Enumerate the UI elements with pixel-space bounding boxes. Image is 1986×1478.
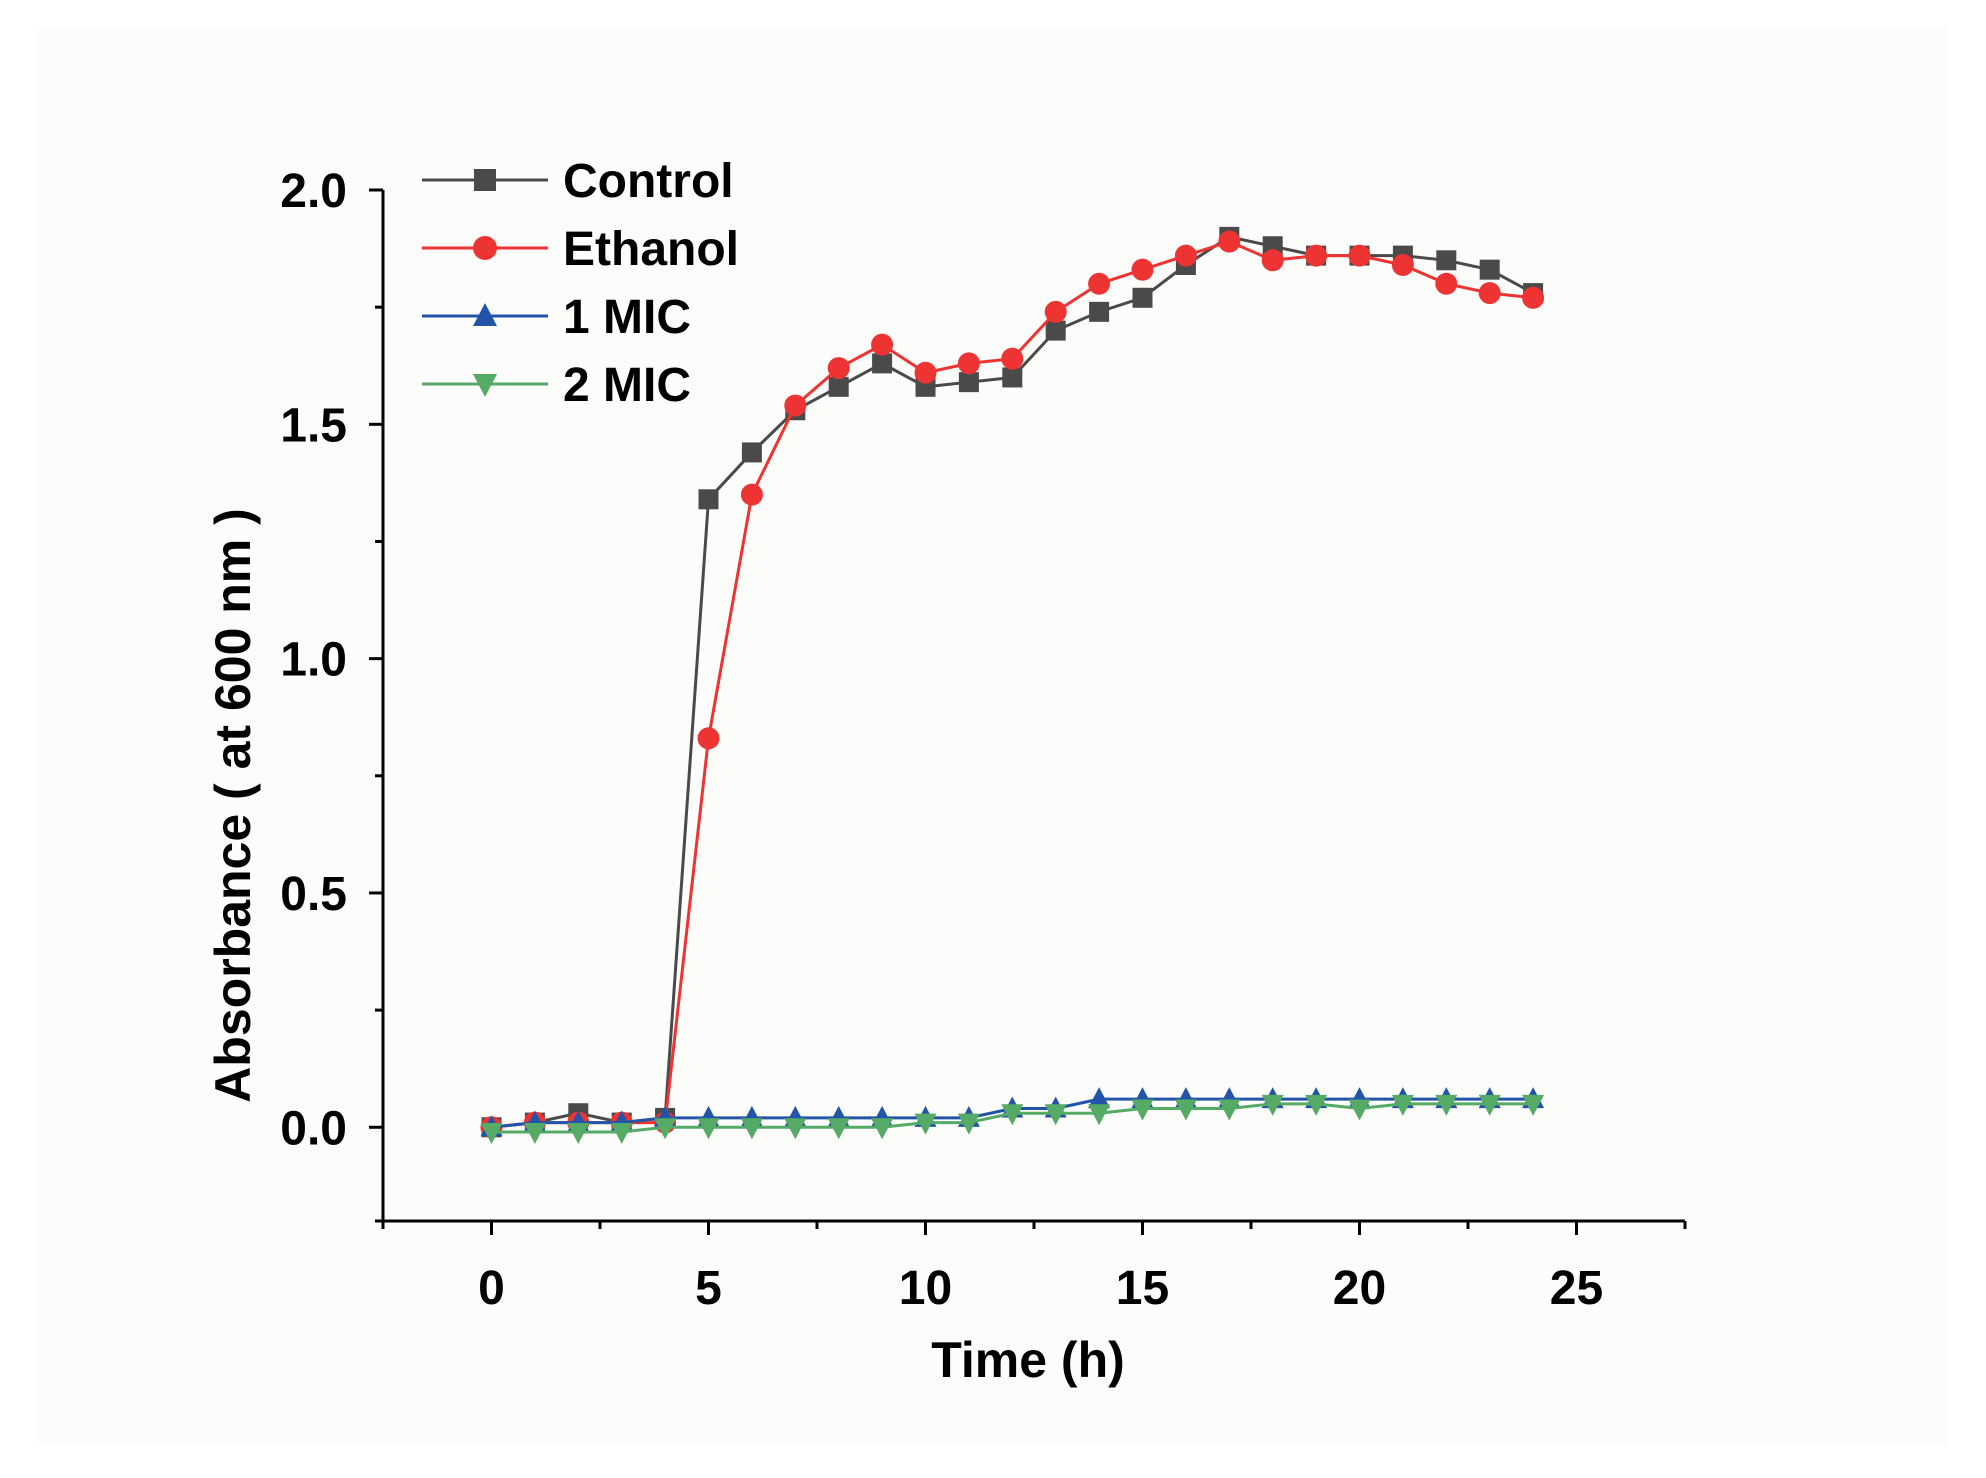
y-tick-label: 0.5	[280, 868, 347, 921]
series-layer	[480, 226, 1545, 1144]
legend-label: 1 MIC	[563, 291, 691, 344]
data-point	[473, 303, 497, 326]
data-point	[958, 372, 979, 393]
x-tick-label: 10	[899, 1262, 952, 1315]
data-point	[697, 727, 720, 750]
x-tick-label: 20	[1333, 1262, 1386, 1315]
legend-item: Control	[422, 155, 734, 208]
data-point	[654, 1118, 677, 1140]
data-point	[567, 1122, 590, 1144]
data-point	[1391, 253, 1414, 276]
data-point	[871, 1118, 894, 1140]
x-axis-label: Time (h)	[931, 1332, 1125, 1388]
x-tick-label: 25	[1550, 1262, 1603, 1315]
series-2-mic	[480, 1094, 1545, 1144]
data-point	[741, 442, 762, 463]
data-point	[914, 361, 937, 384]
data-point	[1131, 1099, 1154, 1121]
data-point	[1261, 249, 1284, 272]
data-point	[740, 483, 763, 506]
y-tick-label: 0.0	[280, 1102, 347, 1155]
data-point	[1435, 1094, 1458, 1116]
data-point	[1088, 272, 1111, 295]
data-point	[1522, 1094, 1545, 1116]
data-point	[1435, 272, 1458, 295]
data-point	[1088, 1087, 1111, 1109]
data-point	[827, 1118, 850, 1140]
data-point	[1478, 282, 1501, 305]
data-point	[523, 1122, 546, 1144]
x-tick-label: 5	[695, 1262, 722, 1315]
data-point	[1305, 244, 1328, 267]
data-point	[1132, 287, 1153, 308]
data-point	[1045, 320, 1066, 341]
data-point	[1478, 1094, 1501, 1116]
data-point	[473, 374, 497, 397]
data-point	[914, 1113, 937, 1135]
legend-label: Ethanol	[563, 223, 739, 276]
data-point	[1479, 259, 1500, 280]
data-point	[474, 169, 496, 191]
data-point	[784, 394, 807, 417]
data-point	[872, 353, 893, 374]
data-point	[1044, 300, 1067, 323]
figure-background	[38, 28, 1948, 1446]
series-ethanol	[480, 230, 1545, 1139]
axes: 0 5 10 15 20 25 0.0 0.5 1.0 1.5 2.0	[280, 165, 1687, 1315]
data-point	[871, 333, 894, 356]
legend-label: Control	[563, 155, 734, 208]
y-tick-label: 2.0	[280, 165, 347, 218]
data-point	[1001, 347, 1024, 370]
y-tick-label: 1.5	[280, 399, 347, 452]
data-point	[1089, 301, 1110, 322]
data-point	[1131, 258, 1154, 281]
data-point	[1001, 1104, 1024, 1126]
data-point	[1218, 230, 1241, 253]
data-point	[740, 1118, 763, 1140]
data-point	[610, 1122, 633, 1144]
legend-item: 1 MIC	[422, 291, 691, 344]
legend: Control Ethanol 1 MIC 2 MIC	[422, 155, 739, 412]
data-point	[784, 1118, 807, 1140]
legend-item: 2 MIC	[422, 359, 691, 412]
data-point	[828, 376, 849, 397]
x-tick-label: 0	[478, 1262, 505, 1315]
x-tick-label: 15	[1116, 1262, 1169, 1315]
data-point	[1218, 1099, 1241, 1121]
data-point	[697, 1118, 720, 1140]
data-point	[957, 1113, 980, 1135]
data-point	[1391, 1094, 1414, 1116]
data-point	[698, 489, 719, 510]
data-point	[473, 236, 497, 260]
data-point	[1174, 244, 1197, 267]
data-point	[1261, 1094, 1284, 1116]
data-point	[957, 352, 980, 375]
data-point	[1348, 1099, 1371, 1121]
data-point	[480, 1122, 503, 1144]
legend-label: 2 MIC	[563, 359, 691, 412]
data-point	[1348, 244, 1371, 267]
data-point	[1174, 1099, 1197, 1121]
data-point	[1044, 1104, 1067, 1126]
data-point	[827, 357, 850, 380]
y-axis-label: Absorbance ( at 600 nm )	[205, 508, 261, 1103]
data-point	[1305, 1094, 1328, 1116]
data-point	[1002, 367, 1023, 388]
y-tick-label: 1.0	[280, 634, 347, 687]
data-point	[1436, 250, 1457, 271]
legend-item: Ethanol	[422, 223, 739, 276]
data-point	[1088, 1104, 1111, 1126]
data-point	[1522, 286, 1545, 309]
